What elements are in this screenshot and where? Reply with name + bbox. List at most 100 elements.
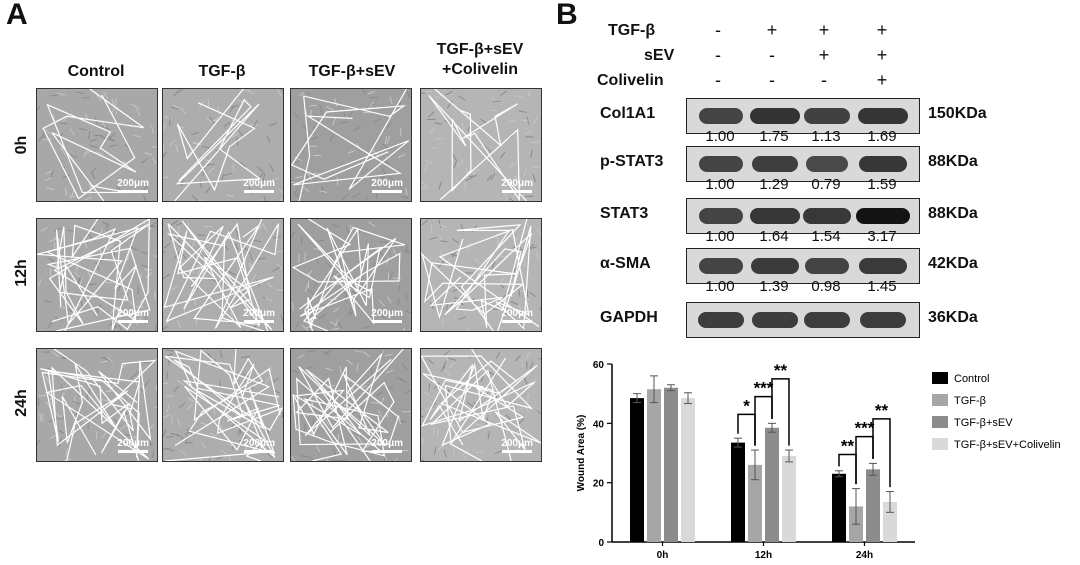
column-header-tgfb-sev-colivelin: TGF-β+sEV +Colivelin xyxy=(436,41,524,78)
scale-bar-line xyxy=(244,320,275,323)
scale-bar-label: 200μm xyxy=(243,178,275,189)
condition-sign: + xyxy=(876,70,888,90)
scale-bar: 200μm xyxy=(117,438,149,453)
blot-image xyxy=(686,146,920,182)
blot-quant-value: 1.69 xyxy=(867,128,897,145)
scale-bar: 200μm xyxy=(371,438,403,453)
blot-protein-label: p-STAT3 xyxy=(600,153,664,170)
bar xyxy=(866,469,880,542)
y-tick-label: 60 xyxy=(593,360,605,371)
blot-quant-value: 1.00 xyxy=(705,176,735,193)
significance-label: ** xyxy=(774,361,788,380)
blot-quant-value: 0.79 xyxy=(811,176,841,193)
condition-label-colivelin: Colivelin xyxy=(597,72,664,89)
scale-bar-label: 200μm xyxy=(243,438,275,449)
condition-sign: - xyxy=(769,45,775,65)
significance-label: ** xyxy=(841,436,855,455)
scale-bar-line xyxy=(244,190,275,193)
bar xyxy=(832,473,846,542)
blot-kda-label: 88KDa xyxy=(928,153,978,170)
micrograph-24h-col3: 200μm xyxy=(290,348,412,462)
x-tick-label: 24h xyxy=(856,550,873,561)
micrograph-12h-col1: 200μm xyxy=(36,218,158,332)
scale-bar-label: 200μm xyxy=(501,308,533,319)
significance-label: * xyxy=(743,396,750,415)
column-header-tgfb-sev: TGF-β+sEV xyxy=(308,63,396,80)
scale-bar: 200μm xyxy=(243,178,275,193)
micrograph-12h-col3: 200μm xyxy=(290,218,412,332)
scale-bar-line xyxy=(372,190,403,193)
legend-swatch xyxy=(932,394,948,406)
blot-band xyxy=(805,258,849,274)
condition-sign: - xyxy=(821,70,827,90)
scale-bar-line xyxy=(502,320,533,323)
blot-quant-value: 1.64 xyxy=(759,228,789,245)
column-header-control: Control xyxy=(67,63,125,80)
scale-bar-label: 200μm xyxy=(501,178,533,189)
scale-bar-line xyxy=(502,190,533,193)
scale-bar-label: 200μm xyxy=(117,308,149,319)
blot-kda-label: 42KDa xyxy=(928,255,978,272)
blot-band xyxy=(805,156,849,172)
row-header-12h: 12h xyxy=(13,259,30,287)
scale-bar-label: 200μm xyxy=(117,438,149,449)
column-header-tgfb: TGF-β xyxy=(198,63,246,80)
bar xyxy=(647,389,661,542)
scale-bar-label: 200μm xyxy=(371,308,403,319)
legend-label: Control xyxy=(954,373,989,385)
micrograph-24h-col2: 200μm xyxy=(162,348,284,462)
blot-image xyxy=(686,248,920,284)
blot-band xyxy=(802,208,852,224)
scale-bar: 200μm xyxy=(501,308,533,323)
micrograph-24h-col1: 200μm xyxy=(36,348,158,462)
scale-bar: 200μm xyxy=(371,308,403,323)
bar xyxy=(765,427,779,542)
legend-label: TGF-β+sEV+Colivelin xyxy=(954,439,1061,451)
significance-label: ** xyxy=(875,401,889,420)
micrograph-0h-col4: 200μm xyxy=(420,88,542,202)
blot-quant-value: 1.54 xyxy=(811,228,841,245)
condition-sign: + xyxy=(876,45,888,65)
y-tick-label: 20 xyxy=(593,479,605,490)
blot-quant-value: 1.13 xyxy=(811,128,841,145)
scale-bar-line xyxy=(118,450,149,453)
x-tick-label: 12h xyxy=(755,550,772,561)
blot-image xyxy=(686,302,920,338)
panel-a-letter: A xyxy=(6,0,28,31)
row-header-0h: 0h xyxy=(13,135,30,155)
condition-sign: - xyxy=(715,70,721,90)
row-header-24h: 24h xyxy=(13,389,30,417)
blot-quant-value: 3.17 xyxy=(867,228,897,245)
x-tick-label: 0h xyxy=(657,550,669,561)
scale-bar: 200μm xyxy=(243,308,275,323)
legend-label: TGF-β+sEV xyxy=(954,417,1013,429)
y-axis-label: Wound Area (%) xyxy=(576,415,587,492)
blot-band xyxy=(699,156,743,172)
scale-bar: 200μm xyxy=(243,438,275,453)
bar xyxy=(681,398,695,542)
blot-band xyxy=(699,208,743,224)
micrograph-24h-col4: 200μm xyxy=(420,348,542,462)
blot-band xyxy=(856,208,910,224)
legend-swatch xyxy=(932,416,948,428)
blot-protein-label: STAT3 xyxy=(600,205,649,222)
scale-bar-line xyxy=(118,320,149,323)
bar xyxy=(664,387,678,542)
micrograph-0h-col1: 200μm xyxy=(36,88,158,202)
condition-sign: - xyxy=(715,45,721,65)
blot-band xyxy=(751,312,799,328)
condition-sign: - xyxy=(715,20,721,40)
blot-band xyxy=(803,312,851,328)
bar xyxy=(630,398,644,542)
blot-band xyxy=(859,312,907,328)
y-tick-label: 0 xyxy=(598,538,604,549)
legend-label: TGF-β xyxy=(954,395,986,407)
condition-sign: - xyxy=(769,70,775,90)
condition-sign: + xyxy=(876,20,888,40)
scale-bar: 200μm xyxy=(501,178,533,193)
bar xyxy=(748,464,762,542)
blot-band xyxy=(750,108,800,124)
micrograph-0h-col2: 200μm xyxy=(162,88,284,202)
blot-kda-label: 88KDa xyxy=(928,205,978,222)
